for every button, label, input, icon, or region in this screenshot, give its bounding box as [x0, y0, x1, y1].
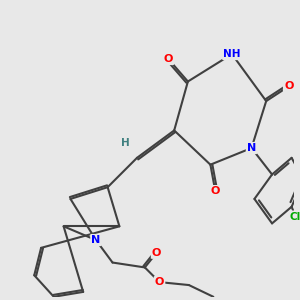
Text: O: O: [155, 277, 164, 287]
Text: NH: NH: [223, 49, 241, 59]
Text: O: O: [164, 54, 173, 64]
Text: N: N: [91, 235, 101, 245]
Text: H: H: [121, 138, 130, 148]
Text: Cl: Cl: [290, 212, 300, 221]
Text: O: O: [284, 81, 293, 92]
Text: N: N: [247, 143, 256, 153]
Text: O: O: [211, 186, 220, 196]
Text: O: O: [152, 248, 161, 258]
